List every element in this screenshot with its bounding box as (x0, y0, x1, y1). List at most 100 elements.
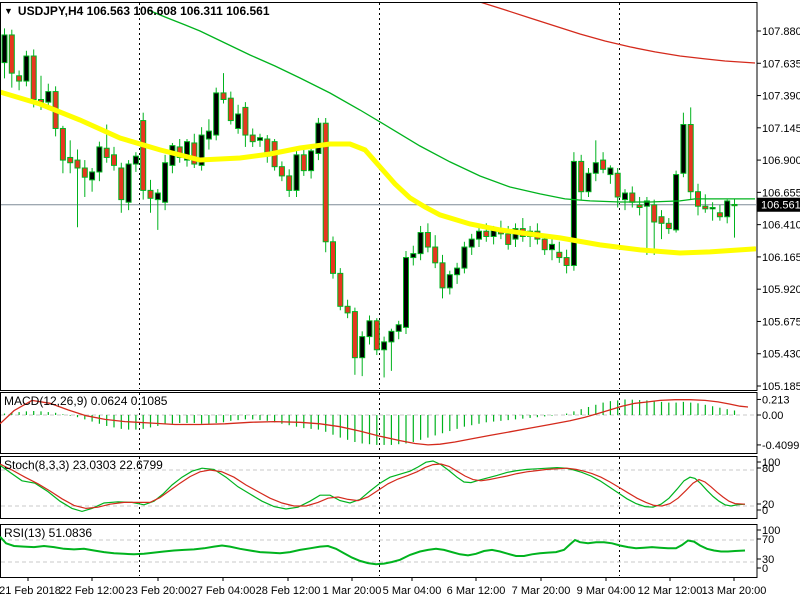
bear-candle (651, 204, 658, 223)
ohlc-values: 106.563 106.608 106.311 106.561 (86, 4, 270, 18)
stoch-axis-label: 80 (762, 463, 774, 475)
price-label: 107.635 (762, 58, 800, 70)
time-scale-drag-zone[interactable] (0, 581, 757, 600)
rsi-axis-label: 70 (762, 534, 774, 546)
bear-candle (578, 160, 585, 193)
ma-red-line (481, 3, 756, 64)
macd-indicator-label: MACD(12,26,9) 0.0624 0.1085 (4, 394, 168, 408)
bull-candle (607, 167, 614, 176)
bull-candle (388, 330, 395, 343)
rsi-main-line (0, 536, 746, 566)
time-label: 22 Feb 12:00 (60, 585, 125, 597)
time-label: 5 Mar 04:00 (383, 585, 442, 597)
bear-candle (636, 204, 643, 209)
bear-candle (140, 120, 147, 191)
bear-candle (322, 122, 329, 243)
current-price-tag (757, 197, 800, 212)
stoch-axis-label: 20 (762, 499, 774, 511)
pane-frame-0 (0, 2, 758, 391)
bear-candle (278, 166, 285, 177)
ma-yellow-line (1, 89, 756, 256)
bear-candle (337, 272, 344, 307)
time-label: 23 Feb 20:00 (126, 585, 191, 597)
bear-candle (629, 192, 636, 203)
bull-candle (162, 162, 169, 203)
time-label: 1 Mar 20:00 (323, 585, 382, 597)
time-label: 21 Feb 2018 (0, 585, 61, 597)
time-label: 7 Mar 20:00 (512, 585, 571, 597)
pane-frame-3 (0, 524, 758, 578)
chart-title: ▼ USDJPY,H4 106.563 106.608 106.311 106.5… (4, 4, 270, 18)
bear-candle (439, 262, 446, 289)
price-label: 107.390 (762, 91, 800, 103)
bull-candle (446, 274, 453, 289)
bear-candle (330, 241, 336, 274)
bull-candle (308, 150, 315, 172)
price-scale: 107.880 107.635 107.390 107.145 106.900 106.6… (757, 26, 800, 575)
bear-candle (716, 212, 723, 218)
bear-candle (191, 142, 198, 165)
bull-candle (89, 171, 96, 181)
bull-candle (585, 172, 592, 193)
bear-candle (505, 233, 512, 245)
bull-candle (549, 243, 555, 251)
bear-candle (702, 205, 709, 210)
bear-candle (103, 147, 110, 158)
price-scale-drag-zone[interactable] (757, 0, 800, 580)
macd-axis-label: 0.00 (762, 410, 783, 422)
bull-candle (461, 246, 468, 269)
bull-candle (410, 253, 417, 259)
price-label: 105.430 (762, 349, 800, 361)
stoch-axis-label: 0 (762, 505, 768, 517)
bear-candle (67, 156, 74, 164)
candles-layer (1, 28, 738, 378)
bull-candle (198, 134, 205, 166)
bear-candle (665, 222, 672, 230)
bull-candle (476, 230, 482, 240)
time-label: 27 Feb 04:00 (191, 585, 256, 597)
bull-candle (45, 91, 52, 103)
bull-candle (213, 92, 220, 136)
bull-candle (643, 200, 650, 207)
bear-candle (373, 320, 380, 351)
bear-candle (687, 124, 694, 193)
price-label: 106.655 (762, 187, 800, 199)
bear-candle (344, 305, 351, 314)
bull-candle (724, 200, 731, 218)
bear-candle (111, 154, 117, 166)
bear-candle (563, 257, 570, 266)
time-scale: 21 Feb 201822 Feb 12:0023 Feb 20:0027 Fe… (0, 577, 766, 597)
bear-candle (351, 311, 358, 359)
bull-candle (417, 232, 424, 255)
current-price-value: 106.561 (761, 200, 800, 212)
bear-candle (731, 203, 738, 207)
macd-signal-line (0, 399, 749, 446)
bull-candle (257, 137, 263, 141)
bear-candle (541, 238, 548, 251)
bull-candle (680, 124, 687, 174)
bear-candle (424, 232, 431, 248)
stoch-axis-label: 100 (762, 457, 780, 469)
bull-candle (592, 162, 599, 174)
time-label: 9 Mar 04:00 (577, 585, 636, 597)
price-label: 107.145 (762, 123, 800, 135)
bull-candle (395, 324, 402, 332)
bear-candle (59, 127, 66, 161)
price-label: 107.880 (762, 26, 800, 38)
price-label: 105.920 (762, 284, 800, 296)
bull-candle (154, 192, 161, 201)
bear-candle (658, 216, 665, 224)
dropdown-icon[interactable]: ▼ (4, 6, 13, 16)
bull-candle (132, 155, 139, 165)
bull-candle (381, 341, 388, 351)
macd-axis-label: -0.4099 (762, 440, 799, 452)
bear-candle (220, 92, 227, 100)
bear-candle (249, 134, 256, 143)
price-label: 106.410 (762, 220, 800, 232)
bull-candle (570, 160, 577, 266)
bull-candle (125, 163, 132, 203)
bear-candle (242, 106, 249, 136)
rsi-axis-label: 30 (762, 554, 774, 566)
